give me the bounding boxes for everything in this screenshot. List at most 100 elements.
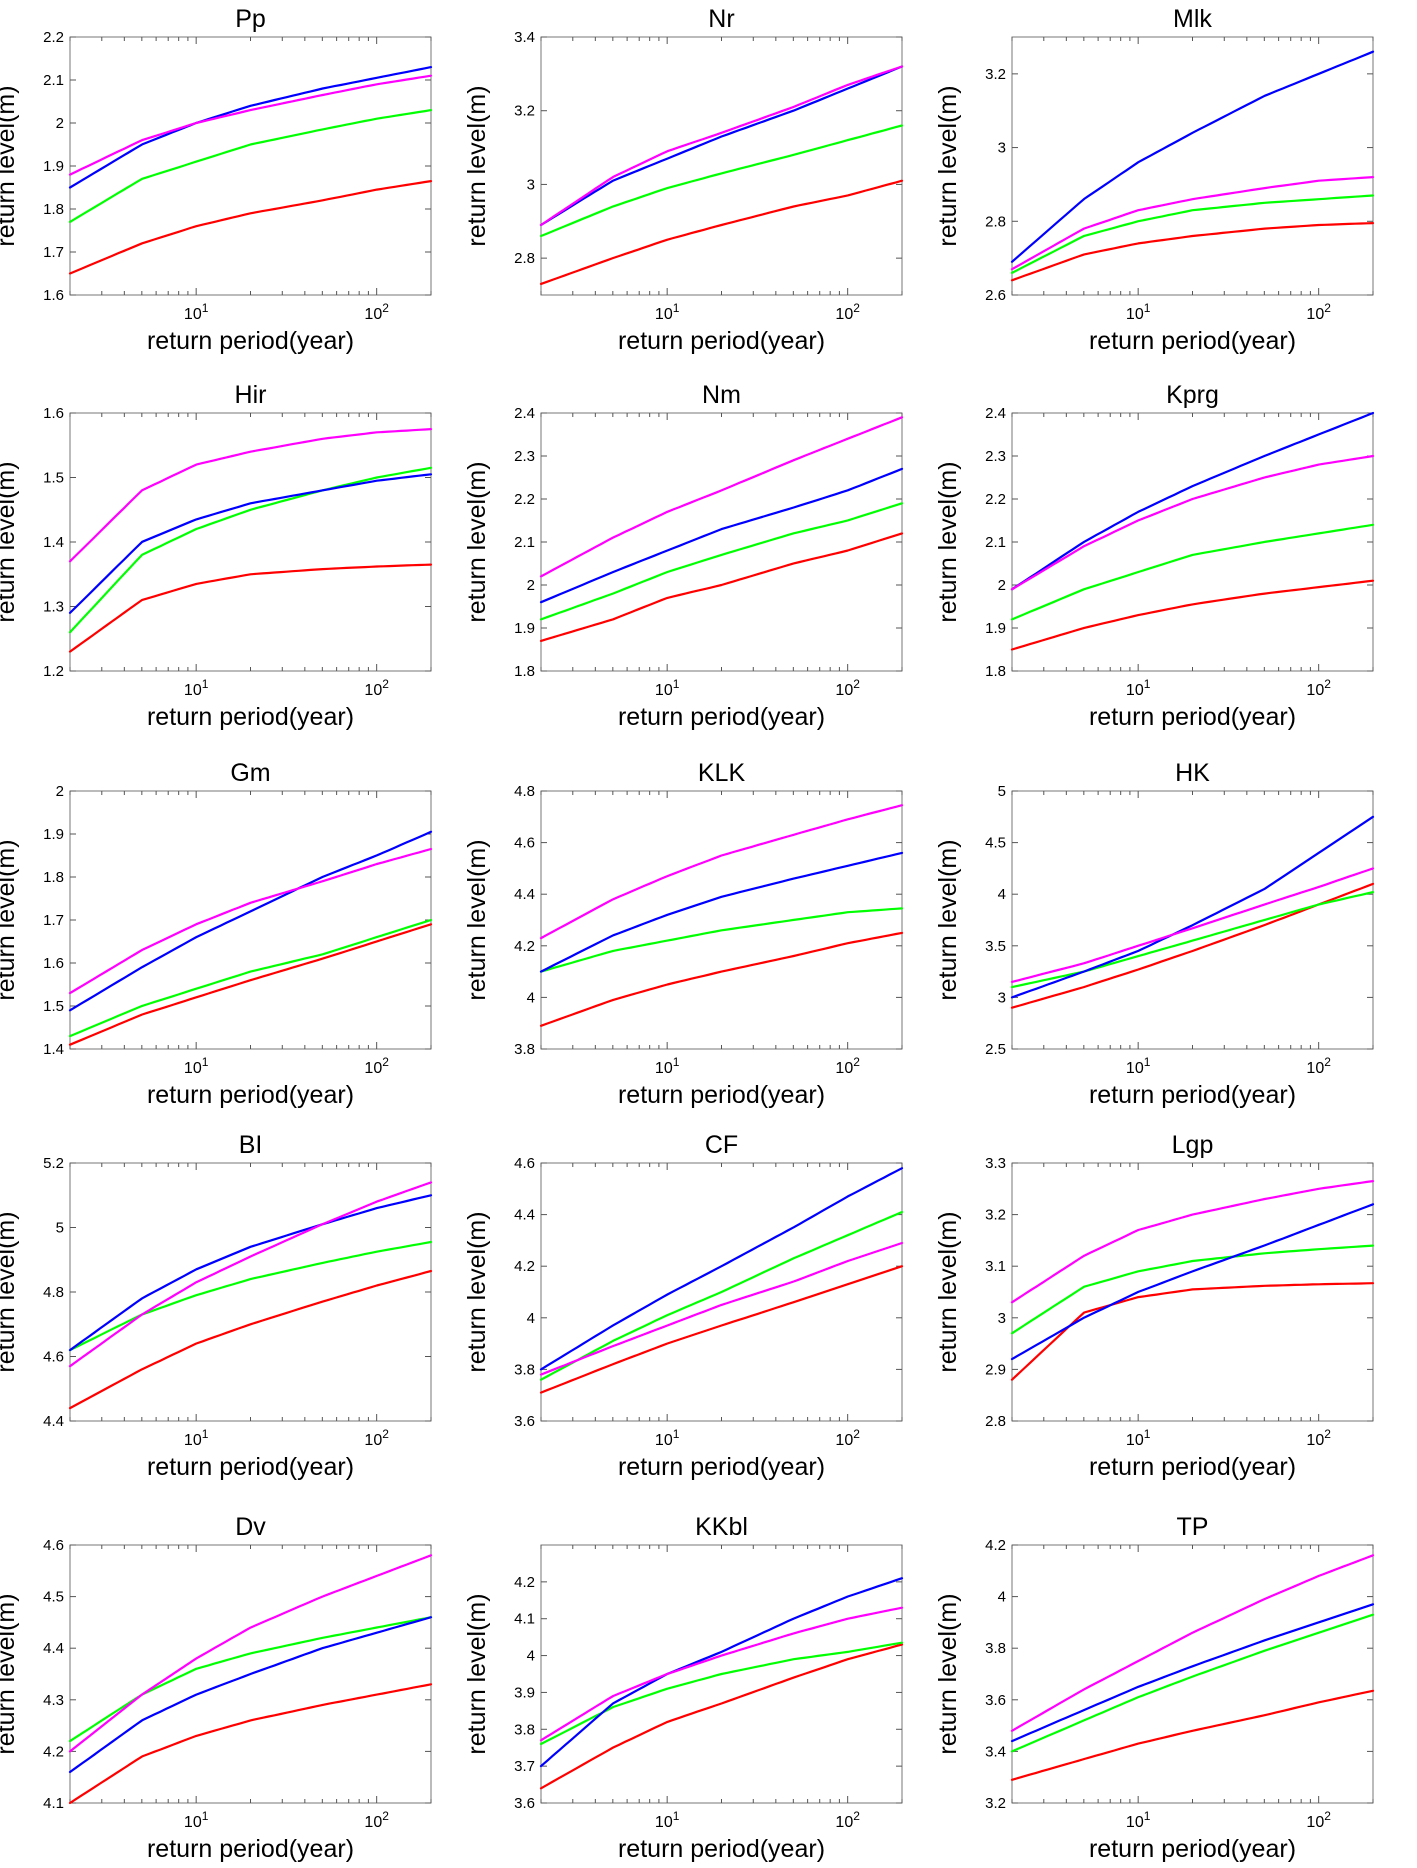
y-tick-label: 2.2: [43, 29, 64, 46]
chart-2: 2.8 3 3.2 3.4 101 102 Nr return period(year) ret…: [463, 5, 904, 355]
series-line-magenta: [539, 804, 904, 940]
series-line-red: [68, 923, 433, 1046]
y-tick-label: 4.1: [43, 1795, 64, 1812]
y-axis-label: return level(m): [0, 85, 20, 246]
y-tick-label: 1.6: [43, 405, 64, 422]
axes-frame: [540, 412, 903, 672]
x-tick-label: 101: [1126, 301, 1151, 323]
x-tick-label: 101: [655, 1809, 680, 1831]
series-line-blue: [539, 467, 904, 604]
x-axis-label: return period(year): [1089, 1453, 1296, 1481]
y-tick-label: 4.5: [985, 835, 1006, 852]
series-line-magenta: [1010, 1180, 1375, 1304]
axes-frame: [540, 790, 903, 1050]
y-tick-label: 3.8: [514, 1361, 535, 1378]
series-line-magenta: [1010, 454, 1375, 591]
y-tick-label: 4.3: [43, 1692, 64, 1709]
y-tick-label: 1.2: [43, 663, 64, 680]
series-line-red: [68, 563, 433, 653]
series-line-magenta: [1010, 1554, 1375, 1732]
series-line-blue: [539, 1577, 904, 1768]
y-tick-label: 3.6: [985, 1692, 1006, 1709]
x-axis-label: return period(year): [618, 1081, 825, 1109]
x-axis-label: return period(year): [147, 1081, 354, 1109]
series-line-red: [539, 1265, 904, 1394]
y-tick-label: 4: [998, 886, 1006, 903]
y-tick-label: 2.8: [985, 213, 1006, 230]
x-tick-label: 102: [364, 1809, 389, 1831]
chart-title: HK: [1175, 759, 1210, 787]
y-tick-label: 1.6: [43, 955, 64, 972]
x-tick-label: 102: [364, 677, 389, 699]
y-tick-label: 4: [527, 1310, 535, 1327]
series-line-magenta: [539, 65, 904, 227]
x-axis-label: return period(year): [1089, 1835, 1296, 1863]
y-tick-label: 3.8: [514, 1041, 535, 1058]
y-tick-label: 3.2: [985, 1795, 1006, 1812]
y-tick-label: 2.1: [43, 72, 64, 89]
chart-1: 1.6 1.7 1.8 1.9 2 2.1 2.2 101 102 Pp return period…: [0, 5, 433, 355]
y-tick-label: 2: [527, 577, 535, 594]
x-axis-label: return period(year): [618, 1835, 825, 1863]
series-line-blue: [1010, 411, 1375, 591]
series-line-green: [68, 109, 433, 223]
chart-5: 1.8 1.9 2 2.1 2.2 2.3 2.4 101 102 Nm return period…: [463, 381, 904, 731]
y-tick-label: 4.6: [514, 835, 535, 852]
y-tick-label: 2: [56, 115, 64, 132]
y-axis-label: return level(m): [0, 839, 20, 1000]
y-tick-label: 2.1: [514, 534, 535, 551]
x-tick-label: 101: [655, 1055, 680, 1077]
y-tick-label: 1.9: [43, 158, 64, 175]
x-axis-label: return period(year): [1089, 703, 1296, 731]
y-tick-label: 2.4: [514, 405, 535, 422]
axes-frame: [1011, 790, 1374, 1050]
x-axis-label: return period(year): [1089, 1081, 1296, 1109]
y-tick-label: 3.2: [985, 1207, 1006, 1224]
y-axis-label: return level(m): [934, 839, 962, 1000]
series-line-blue: [68, 473, 433, 614]
chart-13: 4.1 4.2 4.3 4.4 4.5 4.6 101 102 Dv return period(…: [0, 1513, 433, 1863]
series-line-green: [1010, 194, 1375, 274]
y-tick-label: 3.6: [514, 1413, 535, 1430]
x-tick-label: 102: [835, 1055, 860, 1077]
series-line-green: [539, 907, 904, 973]
y-tick-label: 3: [998, 1310, 1006, 1327]
series-line-red: [539, 532, 904, 642]
chart-title: BI: [239, 1131, 263, 1159]
x-tick-label: 102: [1306, 677, 1331, 699]
y-tick-label: 1.9: [514, 620, 535, 637]
x-tick-label: 102: [835, 301, 860, 323]
y-tick-label: 3.1: [985, 1258, 1006, 1275]
y-tick-label: 2: [998, 577, 1006, 594]
y-tick-label: 2.6: [985, 287, 1006, 304]
x-tick-label: 101: [655, 301, 680, 323]
series-line-magenta: [1010, 176, 1375, 271]
series-line-magenta: [68, 74, 433, 176]
y-axis-label: return level(m): [934, 461, 962, 622]
x-tick-label: 101: [655, 1427, 680, 1449]
chart-8: 3.8 4 4.2 4.4 4.6 4.8 101 102 KLK return period(y…: [463, 759, 904, 1109]
x-tick-label: 101: [184, 677, 209, 699]
axes-frame: [540, 36, 903, 296]
y-tick-label: 2.9: [985, 1361, 1006, 1378]
chart-title: KKbl: [695, 1513, 748, 1541]
chart-title: Nr: [708, 5, 734, 33]
y-axis-label: return level(m): [463, 461, 491, 622]
y-tick-label: 1.5: [43, 998, 64, 1015]
y-tick-label: 1.8: [43, 201, 64, 218]
series-line-red: [539, 179, 904, 285]
series-line-green: [1010, 1613, 1375, 1753]
x-tick-label: 102: [1306, 1809, 1331, 1831]
x-axis-label: return period(year): [618, 1453, 825, 1481]
y-axis-label: return level(m): [463, 85, 491, 246]
x-tick-label: 101: [655, 677, 680, 699]
y-tick-label: 1.6: [43, 287, 64, 304]
y-tick-label: 4.2: [514, 938, 535, 955]
series-line-green: [539, 502, 904, 621]
y-tick-label: 3.8: [514, 1721, 535, 1738]
x-tick-label: 102: [835, 1427, 860, 1449]
y-tick-label: 3.4: [985, 1743, 1006, 1760]
y-tick-label: 4.8: [43, 1284, 64, 1301]
series-line-blue: [68, 1616, 433, 1774]
